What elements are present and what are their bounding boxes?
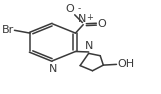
Text: N: N [48, 64, 57, 74]
Text: -: - [77, 4, 81, 13]
Text: OH: OH [117, 59, 134, 69]
Text: O: O [65, 4, 74, 14]
Text: O: O [97, 19, 106, 29]
Text: Br: Br [1, 25, 14, 35]
Text: +: + [86, 13, 93, 22]
Text: N: N [84, 41, 93, 52]
Text: N: N [78, 14, 87, 24]
